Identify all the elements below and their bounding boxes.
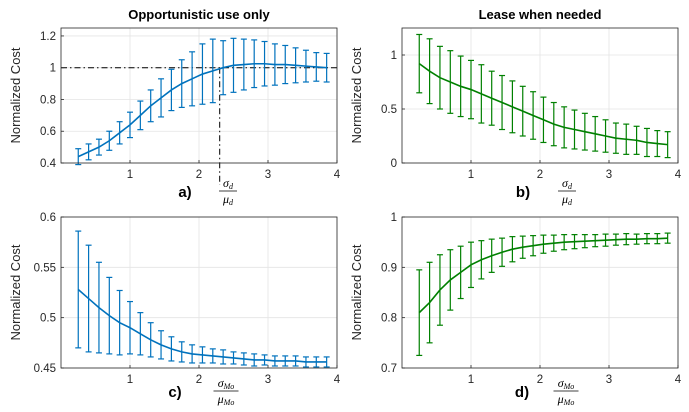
y-tick-label: 0.6 — [40, 212, 56, 224]
chart-panel-3: 1 2 3 4 0.45 0.5 0.55 0.6 Normalized Cost c) σMoμM… — [8, 212, 341, 407]
x-tick-label: 1 — [468, 374, 474, 386]
x-axis-label-denominator: μd — [222, 192, 234, 207]
x-tick-label: 2 — [537, 169, 543, 181]
y-tick-label: 1 — [391, 50, 397, 62]
x-tick-label: 4 — [675, 374, 682, 386]
y-tick-label: 0.8 — [381, 313, 397, 325]
y-axis-label: Normalized Cost — [8, 244, 23, 340]
panel-label: a) — [178, 184, 191, 201]
y-tick-label: 0.55 — [34, 262, 56, 274]
error-bar — [416, 33, 423, 94]
y-tick-label: 1 — [391, 212, 397, 224]
y-tick-label: 0.7 — [381, 363, 397, 375]
y-tick-label: 0.6 — [40, 126, 56, 138]
x-axis-label-denominator: μd — [561, 192, 573, 207]
y-tick-label: 0.5 — [40, 313, 56, 325]
y-axis-label: Normalized Cost — [349, 47, 364, 143]
x-tick-label: 4 — [334, 374, 341, 386]
x-tick-label: 2 — [196, 169, 202, 181]
y-tick-label: 0.4 — [40, 158, 57, 170]
x-axis-label-numerator: σd — [223, 176, 234, 191]
x-tick-label: 3 — [265, 374, 271, 386]
y-tick-label: 1 — [50, 63, 56, 75]
series-line — [77, 288, 327, 363]
series-line — [418, 62, 668, 146]
x-axis-label-denominator: μMo — [557, 392, 575, 407]
x-tick-label: 4 — [675, 169, 682, 181]
y-tick-label: 0.9 — [381, 262, 397, 274]
x-tick-label: 1 — [468, 169, 474, 181]
series-line — [418, 237, 668, 314]
x-tick-label: 4 — [334, 169, 341, 181]
x-tick-label: 2 — [537, 374, 543, 386]
y-tick-label: 0.45 — [34, 363, 56, 375]
chart-title: Opportunistic use only — [128, 7, 270, 22]
chart-panel-2: 1 2 3 4 0 0.5 1 Normalized Cost Lease when neede… — [349, 7, 682, 207]
x-tick-label: 1 — [127, 374, 133, 386]
x-tick-label: 1 — [127, 169, 133, 181]
x-tick-label: 3 — [265, 169, 271, 181]
chart-panel-1: 1 2 3 4 0.4 0.6 0.8 1 1.2 Normalized Cost Opportun… — [8, 7, 341, 207]
error-bar — [416, 269, 423, 357]
y-axis-label: Normalized Cost — [349, 244, 364, 340]
panel-label: d) — [515, 384, 529, 401]
y-tick-label: 1.2 — [40, 31, 56, 43]
series-line — [77, 62, 327, 158]
y-axis-label: Normalized Cost — [8, 47, 23, 143]
x-axis-label-numerator: σMo — [558, 376, 575, 391]
y-tick-label: 0.5 — [381, 104, 397, 116]
y-tick-label: 0 — [391, 158, 397, 170]
x-tick-label: 2 — [196, 374, 202, 386]
y-tick-label: 0.8 — [40, 94, 56, 106]
x-axis-label-denominator: μMo — [217, 392, 235, 407]
chart-title: Lease when needed — [479, 7, 602, 22]
x-axis-label-numerator: σMo — [218, 376, 235, 391]
panel-label: c) — [168, 384, 181, 401]
x-axis-label-numerator: σd — [562, 176, 573, 191]
panel-label: b) — [516, 184, 530, 201]
x-tick-label: 3 — [606, 169, 612, 181]
x-tick-label: 3 — [606, 374, 612, 386]
